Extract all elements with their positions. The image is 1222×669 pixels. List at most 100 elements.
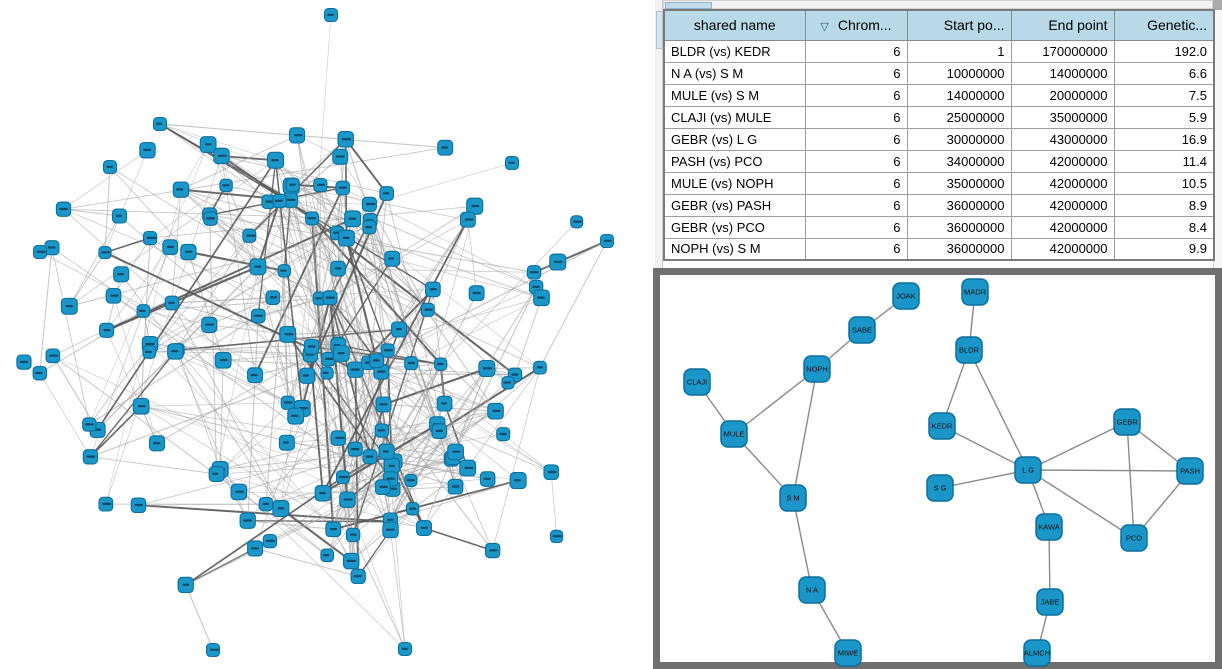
table-row[interactable]: PASH (vs) PCO 6 34000000 42000000 11.4 [663, 149, 1215, 173]
network-node[interactable] [478, 359, 496, 377]
network-node[interactable] [342, 552, 360, 570]
network-node[interactable] [325, 521, 342, 538]
network-node[interactable] [98, 496, 114, 512]
network-node[interactable] [208, 466, 225, 482]
network-node[interactable] [404, 356, 419, 371]
network-node[interactable] [98, 245, 112, 260]
network-edge-l-g-pco[interactable] [1027, 469, 1135, 539]
column-header-start-po[interactable]: Start po... [906, 9, 1012, 41]
network-node[interactable] [44, 240, 60, 256]
network-node[interactable] [384, 250, 401, 267]
vertical-scrollbar-thumb[interactable] [656, 11, 663, 49]
column-header-genetic[interactable]: Genetic... [1113, 9, 1215, 41]
network-node[interactable] [459, 459, 477, 477]
network-node[interactable] [132, 397, 150, 415]
network-node[interactable] [205, 642, 221, 658]
network-node[interactable] [113, 266, 130, 283]
network-node[interactable] [199, 136, 217, 153]
network-node-mule[interactable]: MULE [720, 420, 748, 448]
network-node[interactable] [347, 361, 364, 378]
network-node-kedr[interactable]: KEDR [928, 412, 956, 440]
network-node-kawa[interactable]: KAWA [1035, 513, 1063, 541]
network-node[interactable] [434, 357, 448, 371]
network-node[interactable] [484, 542, 501, 559]
network-edge-noph-mule[interactable] [733, 368, 818, 435]
network-node[interactable] [32, 244, 48, 260]
detail-network-canvas[interactable]: JOAK MADR SABE BLDR NOPH CLAJI MULE KEDR GEBR L G… [653, 268, 1222, 669]
network-node[interactable] [533, 289, 550, 307]
network-node[interactable] [436, 395, 453, 412]
network-node[interactable] [136, 304, 151, 318]
sort-filter-icon[interactable]: ▽ [820, 21, 829, 34]
network-node[interactable] [280, 395, 295, 410]
network-node[interactable] [526, 265, 542, 280]
network-node[interactable] [265, 290, 281, 305]
network-node[interactable] [501, 376, 515, 390]
network-node[interactable] [285, 177, 300, 193]
network-node[interactable] [391, 321, 408, 338]
network-node[interactable] [459, 211, 476, 228]
network-node[interactable] [230, 483, 248, 501]
table-row[interactable]: GEBR (vs) PCO 6 36000000 42000000 8.4 [663, 215, 1215, 239]
network-edge-bldr-l-g[interactable] [968, 349, 1029, 471]
network-node-sabe[interactable]: SABE [848, 316, 876, 344]
network-node[interactable] [420, 302, 435, 317]
network-node[interactable] [332, 344, 350, 362]
network-node-noph[interactable]: NOPH [803, 355, 831, 383]
network-node[interactable] [152, 116, 168, 132]
network-node[interactable] [361, 196, 377, 212]
network-node[interactable] [320, 548, 335, 563]
network-node[interactable] [374, 479, 391, 495]
network-node[interactable] [466, 197, 484, 215]
network-node[interactable] [139, 141, 156, 159]
network-node[interactable] [431, 423, 448, 439]
table-row[interactable]: MULE (vs) NOPH 6 35000000 42000000 10.5 [663, 171, 1215, 195]
network-node[interactable] [249, 258, 267, 276]
network-node[interactable] [330, 430, 347, 446]
network-node[interactable] [314, 485, 332, 502]
network-node[interactable] [111, 208, 128, 224]
network-node[interactable] [279, 325, 297, 343]
network-node[interactable] [570, 215, 584, 229]
network-node[interactable] [337, 131, 354, 148]
network-node[interactable] [288, 127, 306, 144]
network-node-claji[interactable]: CLAJI [683, 368, 711, 396]
network-node[interactable] [55, 201, 72, 217]
network-node[interactable] [213, 147, 230, 165]
network-node[interactable] [335, 180, 351, 196]
table-row[interactable]: GEBR (vs) L G 6 30000000 43000000 16.9 [663, 127, 1215, 151]
network-node[interactable] [447, 443, 464, 461]
network-node[interactable] [45, 348, 61, 364]
network-node[interactable] [177, 576, 194, 594]
table-row[interactable]: NOPH (vs) S M 6 36000000 42000000 9.9 [663, 237, 1215, 261]
network-node[interactable] [305, 211, 320, 226]
network-node[interactable] [404, 473, 418, 487]
network-edge-gebr-pco[interactable] [1126, 421, 1135, 539]
network-node-n-a[interactable]: N A [798, 576, 826, 604]
network-node[interactable] [362, 220, 377, 235]
network-node[interactable] [549, 253, 567, 271]
network-node[interactable] [447, 478, 464, 495]
network-node[interactable] [509, 472, 527, 490]
network-node[interactable] [313, 177, 328, 193]
network-node-joak[interactable]: JOAK [892, 282, 920, 310]
overview-network-canvas[interactable] [0, 0, 653, 669]
network-edge-l-g-gebr[interactable] [1027, 421, 1128, 471]
horizontal-scrollbar-thumb[interactable] [665, 2, 712, 9]
network-node[interactable] [247, 540, 264, 557]
network-node[interactable] [303, 338, 320, 355]
network-node[interactable] [487, 402, 504, 420]
network-node[interactable] [102, 159, 118, 175]
network-edge-s-m-n-a[interactable] [792, 497, 813, 591]
network-node-bldr[interactable]: BLDR [955, 336, 983, 364]
network-node-almch[interactable]: ALMCH [1023, 639, 1051, 667]
network-node[interactable] [504, 155, 520, 171]
network-node[interactable] [277, 264, 291, 278]
network-node[interactable] [142, 345, 157, 359]
network-node-s-g[interactable]: S G [926, 474, 954, 502]
network-node[interactable] [272, 193, 287, 209]
network-node[interactable] [405, 502, 420, 516]
table-row[interactable]: CLAJI (vs) MULE 6 25000000 35000000 5.9 [663, 105, 1215, 129]
network-node-pash[interactable]: PASH [1176, 457, 1204, 485]
network-node[interactable] [543, 464, 560, 480]
